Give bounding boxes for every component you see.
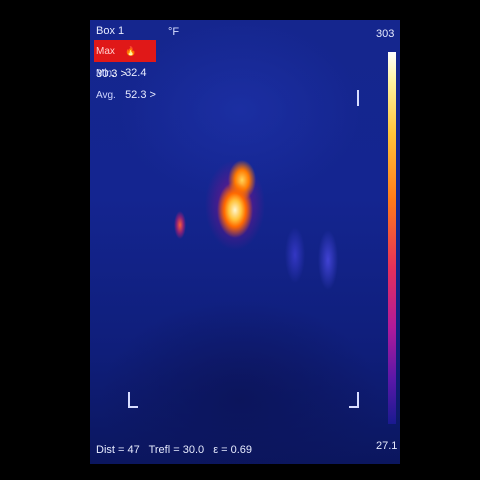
- crosshair-corner-icon: [128, 392, 140, 408]
- thermal-image: [90, 20, 400, 464]
- scale-min-value: 27.1: [376, 440, 398, 452]
- emissivity-parameter: ε = 0.69: [213, 444, 253, 456]
- max-arrow-icon: >: [120, 68, 127, 80]
- max-value: 30.3: [96, 68, 118, 80]
- reflected-temp-parameter: Trefl = 30.0: [148, 444, 205, 456]
- distance-parameter: Dist = 47: [96, 444, 140, 456]
- min-label: Min.: [96, 68, 115, 79]
- avg-label: Avg.: [96, 90, 116, 101]
- temperature-unit: °F: [168, 26, 180, 38]
- thermal-viewport: Box 1 Max 🔥 30.3 > Min. 32.4 Avg. 52.3 >…: [90, 20, 400, 464]
- measurement-box-label: Box 1: [96, 25, 125, 37]
- max-label: Max: [96, 46, 115, 57]
- crosshair-corner-icon: [349, 392, 369, 408]
- min-value: 32.4: [125, 67, 147, 79]
- parameters-footer: Dist = 47 Trefl = 30.0 ε = 0.69: [96, 444, 258, 456]
- scale-max-value: 303: [376, 28, 395, 40]
- color-scale-bar: [388, 52, 396, 424]
- flame-icon: 🔥: [125, 46, 137, 56]
- min-temperature-row: Min. 32.4: [94, 62, 156, 84]
- max-temperature-row[interactable]: Max 🔥 30.3 >: [94, 40, 156, 80]
- crosshair-corner-icon: [357, 90, 369, 106]
- avg-temperature-row[interactable]: Avg. 52.3 >: [94, 84, 156, 106]
- avg-arrow-icon: >: [149, 89, 156, 101]
- measurement-box-panel[interactable]: Box 1 Max 🔥 30.3 > Min. 32.4 Avg. 52.3 >: [94, 24, 156, 106]
- avg-value: 52.3: [125, 89, 147, 101]
